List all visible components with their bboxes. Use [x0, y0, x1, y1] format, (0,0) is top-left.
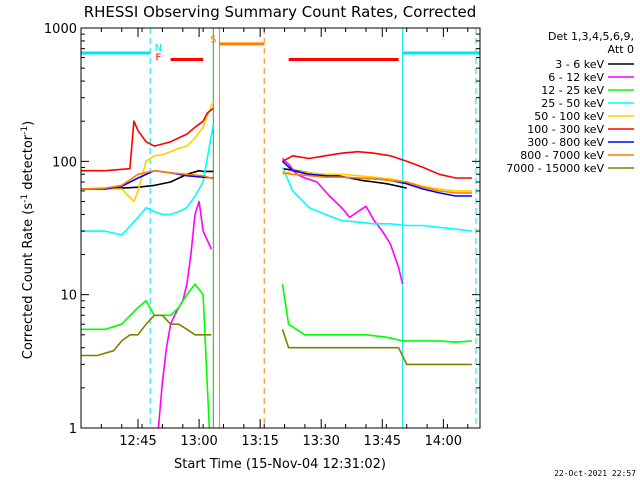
series-line-2-1: [281, 283, 472, 344]
annotation-layer: [81, 28, 480, 428]
series-line-0-0: [81, 169, 214, 190]
x-tick-label: 13:15: [241, 434, 278, 449]
x-tick-label: 13:30: [302, 434, 339, 449]
series-line-5-1: [282, 150, 472, 179]
y-tick-label: 100: [52, 155, 77, 170]
series-3: [81, 124, 472, 236]
series-6: [81, 160, 472, 197]
x-tick-label: 12:45: [119, 434, 156, 449]
series-1: [157, 157, 404, 428]
legend-label-1: 6 - 12 keV: [548, 71, 604, 84]
series-line-7-1: [282, 172, 472, 194]
series-line-4-0: [81, 101, 215, 203]
y-axis-label-sup1: -1: [20, 194, 30, 203]
series-line-7-0: [81, 169, 214, 190]
series-line-3-1: [281, 167, 472, 232]
plot-area: NF S: [81, 28, 480, 428]
y-axis-label-text: Corrected Count Rate (s: [21, 203, 36, 360]
legend-header-0: Det 1,3,4,5,6,9,: [548, 30, 634, 43]
y-tick-label: 1000: [44, 22, 77, 37]
series-0: [81, 167, 407, 190]
series-5: [81, 107, 472, 179]
series-7: [81, 169, 472, 194]
series-line-5-0: [81, 107, 214, 172]
legend-label-5: 100 - 300 keV: [527, 123, 604, 136]
plot-frame: [80, 27, 481, 429]
x-tick-label: 13:00: [180, 434, 217, 449]
y-axis-label: Corrected Count Rate (s-1 detector-1): [20, 121, 36, 359]
x-axis-label: Start Time (15-Nov-04 12:31:02): [174, 457, 386, 472]
series-2: [81, 283, 472, 428]
svg-text:Corrected Count Rate (s-1 dete: Corrected Count Rate (s-1 detector-1): [20, 121, 36, 359]
chart-title: RHESSI Observing Summary Count Rates, Co…: [84, 3, 477, 21]
y-tick-label: 10: [60, 289, 77, 304]
x-tick-label: 13:45: [364, 434, 401, 449]
axes: 1 10 100 1000 12:45 13:00 13:15 13:30 13:45 14:00: [44, 22, 481, 449]
legend-label-7: 800 - 7000 keV: [520, 149, 604, 162]
legend-label-2: 12 - 25 keV: [541, 84, 604, 97]
series-line-4-1: [282, 169, 472, 192]
series-8: [81, 314, 472, 366]
flag-label-0: N: [155, 43, 162, 54]
series-layer: [81, 101, 472, 428]
y-axis-label-sup2: -1: [20, 126, 30, 135]
series-line-8-1: [281, 329, 472, 366]
legend-label-8: 7000 - 15000 keV: [506, 162, 604, 175]
legend-header-1: Att 0: [608, 43, 634, 56]
legend-label-3: 25 - 50 keV: [541, 97, 604, 110]
y-tick-label: 1: [69, 422, 77, 437]
flag-label-2: S: [210, 34, 216, 45]
y-axis-label-mid: detector: [21, 134, 36, 194]
series-line-8-0: [81, 314, 212, 357]
x-tick-label: 14:00: [425, 434, 462, 449]
series-line-3-0: [81, 124, 215, 236]
legend-label-0: 3 - 6 keV: [555, 58, 604, 71]
series-line-2-0: [81, 283, 212, 428]
legend-label-4: 50 - 100 keV: [534, 110, 604, 123]
legend-label-6: 300 - 800 keV: [527, 136, 604, 149]
footer-timestamp: 22-Oct-2021 22:57: [554, 469, 636, 478]
flag-label-layer: NF S: [155, 34, 217, 63]
series-4: [81, 101, 472, 203]
series-line-1-0: [157, 200, 213, 428]
flag-label-1: F: [155, 53, 161, 64]
y-axis-label-end: ): [21, 121, 36, 126]
